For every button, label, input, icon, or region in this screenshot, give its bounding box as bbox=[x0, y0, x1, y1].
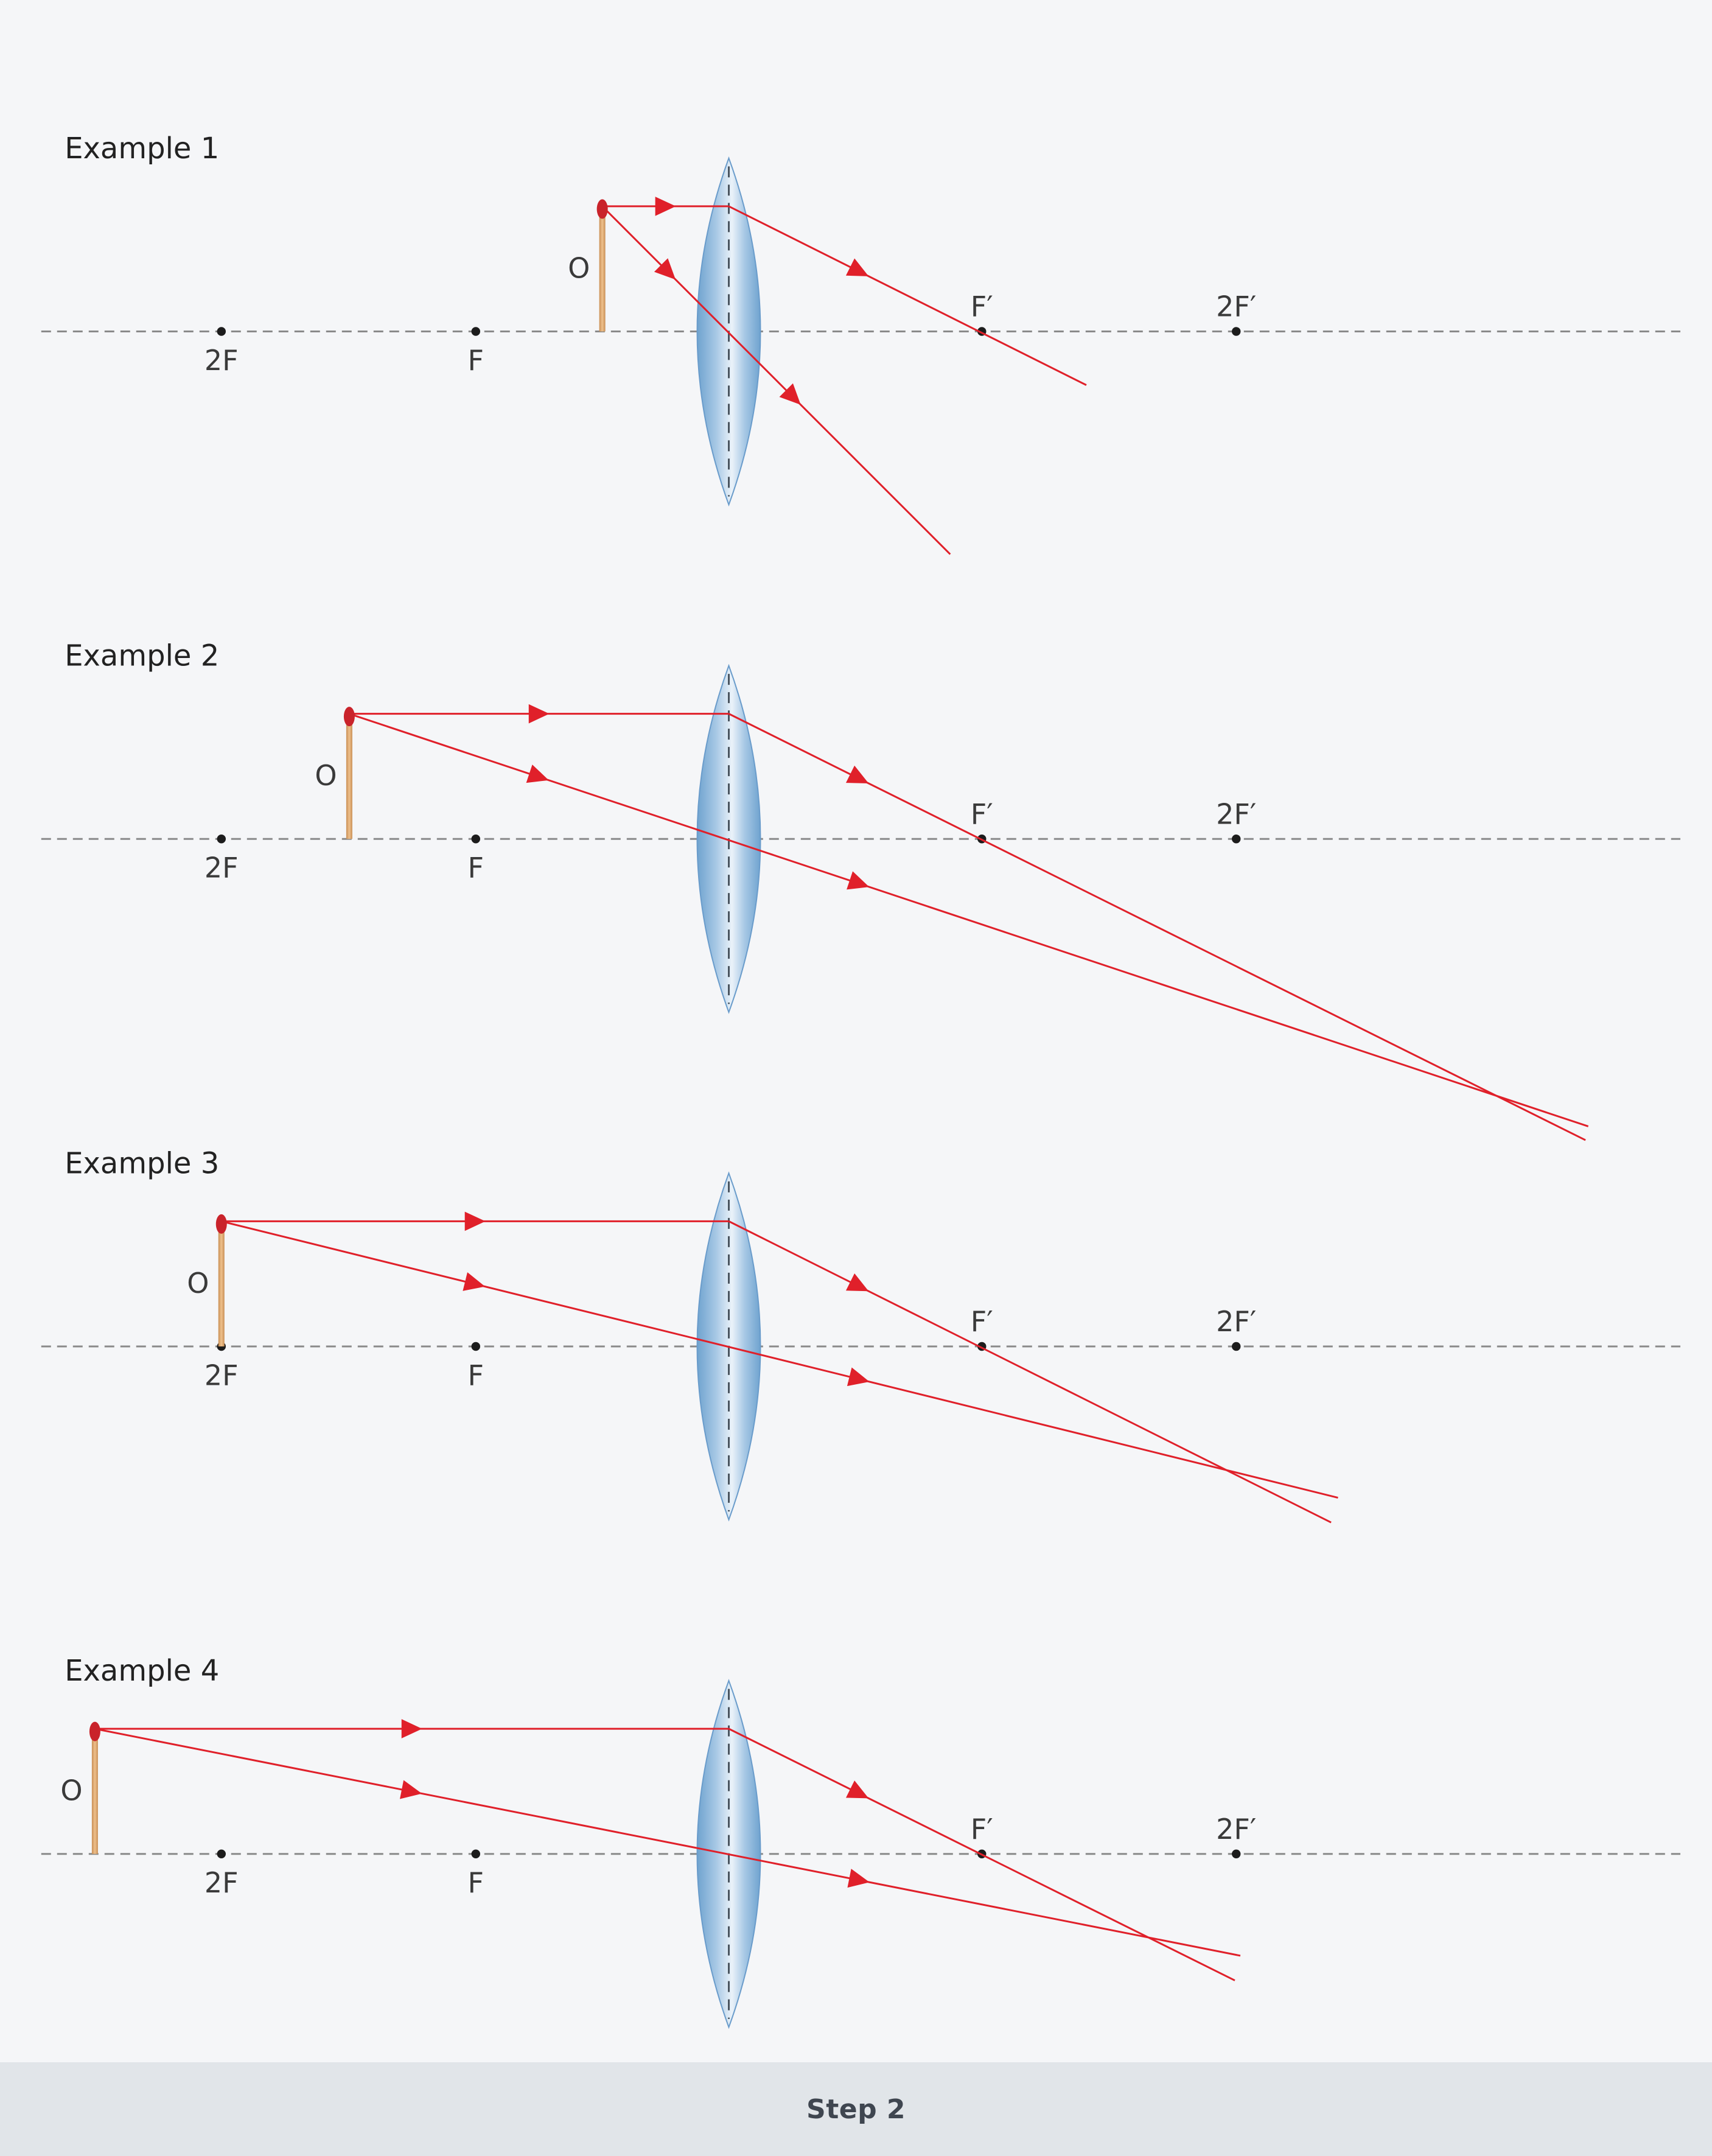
ray-arrow bbox=[847, 871, 870, 890]
double-focus-right-point bbox=[1232, 1849, 1241, 1858]
focus-right-label: F′ bbox=[971, 290, 993, 323]
ray-arrow bbox=[845, 258, 869, 276]
double-focus-right-point bbox=[1232, 835, 1241, 844]
double-focus-left-label: 2F bbox=[204, 344, 239, 377]
match-head bbox=[596, 199, 608, 219]
focus-left-point bbox=[471, 835, 480, 844]
matchstick-icon bbox=[599, 206, 606, 332]
ray-diagram: Example 1 2F F F′ 2F′ O Example 2 2F F F′ 2F′ O Exam… bbox=[41, 131, 1681, 2029]
ray-diagram-stage: Example 1 2F F F′ 2F′ O Example 2 2F F F′ 2F′ O Exam… bbox=[41, 131, 1681, 2029]
refracted-ray bbox=[728, 205, 1087, 386]
example-title: Example 1 bbox=[65, 131, 219, 166]
focus-right-label: F′ bbox=[971, 1813, 993, 1846]
example-title: Example 2 bbox=[65, 639, 219, 673]
object-label: O bbox=[315, 759, 337, 792]
central-ray bbox=[221, 1220, 1338, 1499]
focus-left-label: F bbox=[468, 1866, 484, 1899]
refracted-ray bbox=[728, 1220, 1332, 1524]
ray-arrow bbox=[463, 1272, 486, 1291]
focus-left-label: F bbox=[468, 344, 484, 377]
ray-arrow bbox=[847, 1869, 870, 1888]
focus-left-point bbox=[471, 1342, 480, 1351]
focus-left-point bbox=[471, 327, 480, 336]
ray-arrow bbox=[845, 1780, 869, 1799]
central-ray bbox=[94, 1727, 1241, 1957]
ray-arrow bbox=[779, 383, 801, 405]
double-focus-right-label: 2F′ bbox=[1216, 290, 1256, 323]
double-focus-right-label: 2F′ bbox=[1216, 797, 1256, 830]
double-focus-left-label: 2F bbox=[204, 852, 239, 884]
central-ray bbox=[601, 205, 951, 555]
double-focus-right-label: 2F′ bbox=[1216, 1813, 1256, 1846]
focus-left-label: F bbox=[468, 852, 484, 884]
object-label: O bbox=[568, 251, 590, 284]
double-focus-left-point bbox=[217, 327, 226, 336]
ray-arrow bbox=[400, 1780, 422, 1799]
matchstick-icon bbox=[91, 1729, 98, 1854]
ray-arrow bbox=[401, 1719, 422, 1738]
object-label: O bbox=[60, 1774, 82, 1807]
focus-left-label: F bbox=[468, 1359, 484, 1391]
matchstick-icon bbox=[218, 1221, 225, 1346]
double-focus-right-point bbox=[1232, 327, 1241, 336]
ray-arrow bbox=[528, 704, 550, 724]
step-footer: Step 2 bbox=[0, 2062, 1712, 2156]
double-focus-right-point bbox=[1232, 1342, 1241, 1351]
double-focus-right-label: 2F′ bbox=[1216, 1305, 1256, 1338]
example-title: Example 4 bbox=[65, 1654, 219, 1688]
ray-arrow bbox=[526, 765, 549, 783]
ray-arrow bbox=[847, 1367, 870, 1387]
central-ray bbox=[349, 713, 1589, 1127]
ray-arrow bbox=[654, 258, 676, 280]
double-focus-left-label: 2F bbox=[204, 1359, 239, 1391]
focus-right-label: F′ bbox=[971, 797, 993, 830]
match-head bbox=[89, 1721, 100, 1741]
ray-arrow bbox=[845, 1273, 869, 1292]
object-label: O bbox=[187, 1267, 209, 1300]
match-head bbox=[343, 707, 355, 727]
double-focus-left-point bbox=[217, 1849, 226, 1858]
ray-arrow bbox=[655, 197, 676, 216]
double-focus-left-point bbox=[217, 835, 226, 844]
example-title: Example 3 bbox=[65, 1146, 219, 1180]
ray-arrow bbox=[845, 765, 869, 784]
matchstick-icon bbox=[346, 713, 352, 839]
match-head bbox=[215, 1214, 227, 1234]
focus-left-point bbox=[471, 1849, 480, 1858]
refracted-ray bbox=[728, 713, 1586, 1141]
double-focus-left-label: 2F bbox=[204, 1866, 239, 1899]
focus-right-label: F′ bbox=[971, 1305, 993, 1338]
ray-arrow bbox=[464, 1211, 486, 1231]
step-label: Step 2 bbox=[806, 2093, 906, 2125]
